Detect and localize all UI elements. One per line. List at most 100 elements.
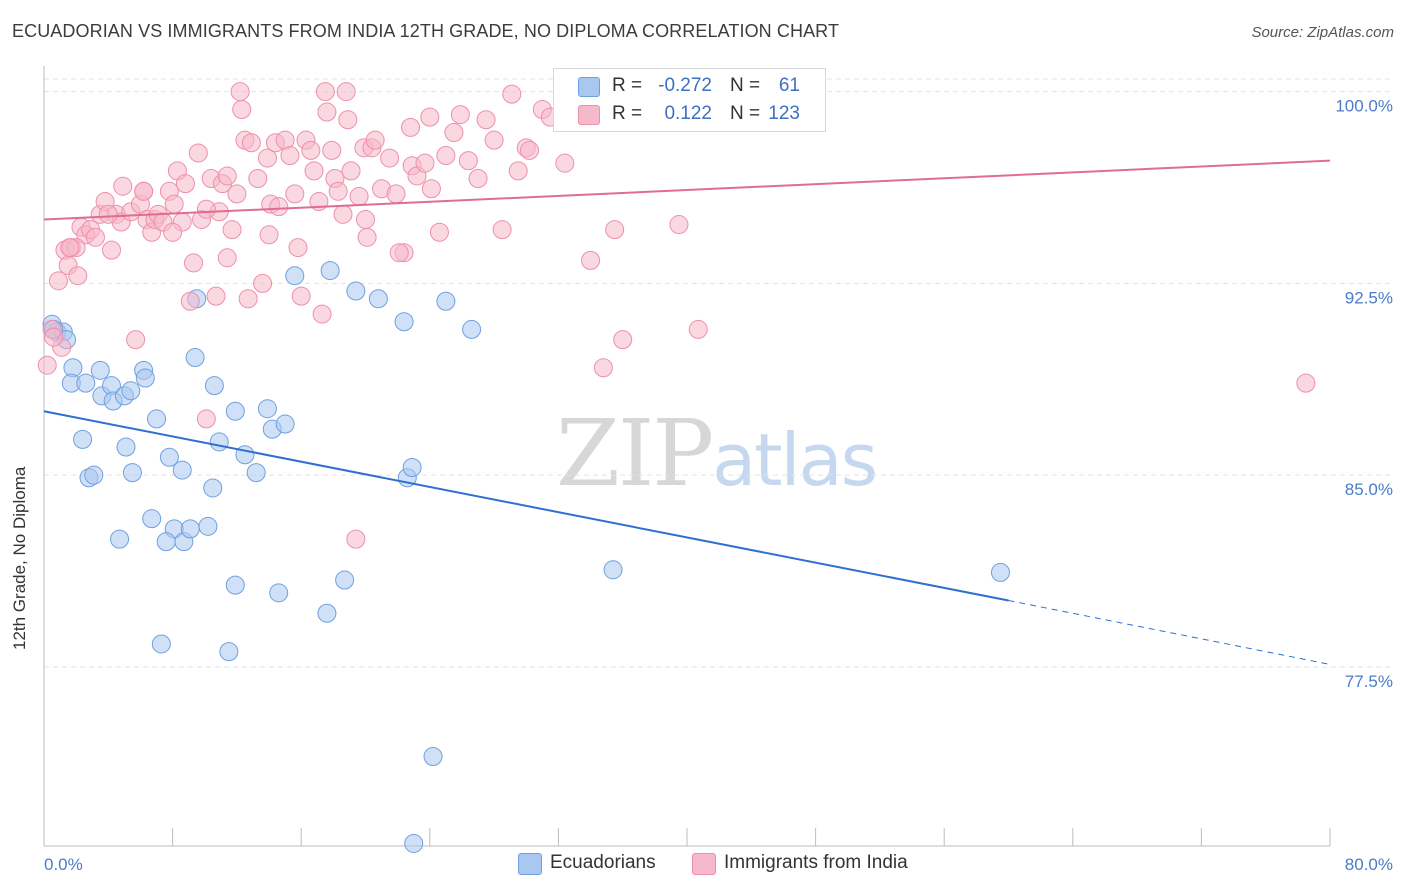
data-point [304,161,324,181]
stats-r-label: R = [612,75,643,96]
data-point [288,238,308,258]
axes [43,66,1331,847]
data-point [990,562,1010,582]
data-point [85,227,105,247]
data-point [341,161,361,181]
data-point [605,220,625,240]
data-point [180,291,200,311]
data-point [1296,373,1316,393]
data-point [333,204,353,224]
data-point [185,348,205,368]
stats-r-value: 0.122 [664,103,712,124]
data-point [423,746,443,766]
data-point [163,222,183,242]
data-point [238,289,258,309]
data-point [581,250,601,270]
x-tick-label: 80.0% [1345,855,1393,874]
y-tick-label: 100.0% [1335,97,1393,116]
data-point [188,143,208,163]
data-point [222,220,242,240]
data-point [156,532,176,552]
data-point [209,432,229,452]
data-point [232,99,252,119]
data-point [90,360,110,380]
data-point [688,319,708,339]
data-point [346,529,366,549]
stats-n-label: N = [730,103,761,124]
data-point [110,529,130,549]
data-point [429,222,449,242]
stats-swatch-ecuadorians [578,77,600,97]
data-point [420,107,440,127]
data-point [312,304,332,324]
data-point [508,161,528,181]
stats-swatch-immigrants-from-india [578,105,600,125]
data-point [436,146,456,166]
data-point [121,381,141,401]
data-point [301,140,321,160]
data-point [421,179,441,199]
data-point [415,153,435,173]
series-ecuadorians [42,261,1010,853]
tick-labels: 77.5% 85.0% 92.5% 100.0% 0.0% 80.0% [44,97,1393,874]
watermark-zip: ZIP [556,400,714,507]
data-point [484,130,504,150]
stats-n-value: 61 [778,75,800,96]
legend-swatch-immigrants-from-india [692,853,716,875]
data-point [98,204,118,224]
data-point [593,358,613,378]
data-point [317,102,337,122]
data-point [402,458,422,478]
data-point [322,140,342,160]
data-point [204,376,224,396]
data-point [315,82,335,102]
data-point [196,199,216,219]
data-point [285,266,305,286]
stats-n-label: N = [730,75,761,96]
data-point [462,319,482,339]
data-point [476,110,496,130]
data-point [37,355,57,375]
data-point [217,248,237,268]
stats-n-value: 123 [768,103,800,124]
data-point [227,184,247,204]
data-point [230,82,250,102]
data-point [164,194,184,214]
data-point [241,133,261,153]
data-point [257,399,277,419]
data-point [76,373,96,393]
data-point [68,266,88,286]
y-tick-label: 85.0% [1345,480,1393,499]
data-point [502,84,522,104]
legend: Ecuadorians Immigrants from India [0,852,1406,878]
data-point [159,447,179,467]
data-point [389,243,409,263]
stats-r-label: R = [612,103,643,124]
data-point [365,130,385,150]
data-point [122,463,142,483]
data-point [468,169,488,189]
data-point [603,560,623,580]
data-point [356,209,375,229]
correlation-stats-box: R = -0.272 N = 61 R = 0.122 N = 123 [553,68,826,132]
data-point [338,110,358,130]
data-point [613,330,633,350]
data-point [198,516,218,536]
data-point [328,181,348,201]
data-point [142,509,162,529]
data-point [60,238,80,258]
data-point [116,437,136,457]
stats-row-ecuadorians: R = -0.272 N = 61 [554,72,825,100]
data-point [147,409,167,429]
data-point [450,105,470,125]
watermark-atlas: atlas [712,418,878,502]
data-point [44,327,64,347]
legend-label-ecuadorians: Ecuadorians [550,852,656,873]
data-point [275,414,295,434]
x-tick-label: 0.0% [44,855,83,874]
data-point [269,197,289,217]
source-label[interactable]: Source: ZipAtlas.com [1251,24,1394,41]
data-point [84,465,104,485]
y-tick-label: 77.5% [1345,672,1393,691]
